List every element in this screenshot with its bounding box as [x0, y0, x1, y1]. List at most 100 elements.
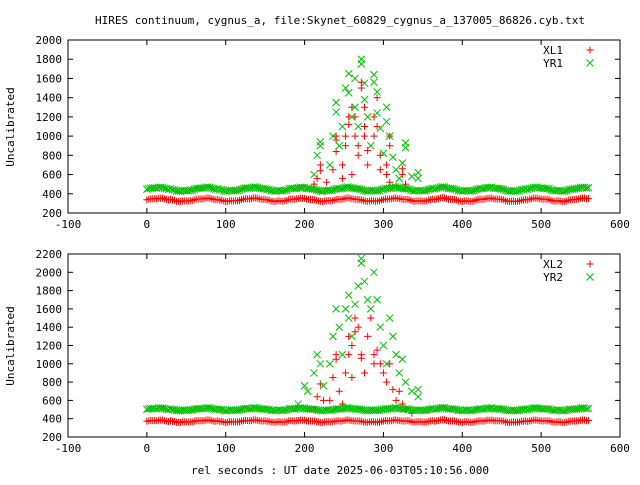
data-point: [341, 305, 350, 313]
data-point: [300, 381, 309, 390]
data-point: [313, 350, 322, 359]
data-point: [328, 186, 337, 195]
data-point: [217, 185, 226, 194]
data-point: [360, 95, 369, 104]
data-point: [360, 277, 369, 286]
x-tick-label: 100: [216, 442, 236, 455]
data-point: [325, 359, 334, 368]
y-tick-label: 1800: [36, 53, 63, 66]
data-point: [367, 314, 375, 322]
data-point: [414, 168, 422, 177]
data-point: [361, 132, 369, 140]
data-point: [341, 84, 350, 92]
y-tick-label: 1400: [36, 92, 63, 105]
data-point: [338, 161, 346, 169]
data-point: [294, 400, 303, 408]
data-point: [332, 98, 340, 107]
x-tick-label: 0: [144, 218, 151, 231]
data-point: [450, 185, 459, 193]
x-tick-label: 300: [373, 218, 393, 231]
data-point: [357, 254, 366, 263]
legend-marker-yr2: [586, 273, 594, 281]
data-point: [313, 393, 321, 401]
data-point: [407, 172, 416, 181]
data-point: [401, 138, 410, 147]
data-point: [373, 346, 381, 354]
y-tick-label: 600: [42, 394, 62, 407]
data-point: [382, 103, 391, 112]
y-tick-label: 1200: [36, 340, 63, 353]
data-point: [342, 132, 350, 140]
legend-marker-xl2: [586, 260, 594, 268]
data-point: [281, 186, 289, 195]
data-point: [345, 121, 353, 129]
y-axis-label: Uncalibrated: [4, 306, 17, 385]
y-tick-label: 800: [42, 376, 62, 389]
data-point: [545, 184, 553, 193]
data-point: [373, 88, 381, 96]
data-point: [297, 184, 306, 192]
data-point: [316, 359, 325, 368]
data-point: [582, 404, 591, 413]
data-point: [344, 291, 353, 300]
y-tick-label: 1600: [36, 303, 63, 316]
data-point: [584, 404, 593, 413]
data-point: [414, 174, 422, 183]
data-point: [379, 149, 388, 158]
y-axis-label: Uncalibrated: [4, 87, 17, 166]
upper-plot-panel: -100 0 100 200 300 400 500 600 200 400 600 800 1000 1…: [4, 34, 630, 231]
x-tick-label: 0: [144, 442, 151, 455]
data-point: [379, 369, 387, 377]
data-point: [338, 350, 347, 359]
data-point: [335, 141, 344, 150]
x-axis-label: rel seconds : UT date 2025-06-03T05:10:5…: [191, 464, 489, 477]
data-point: [360, 79, 369, 88]
y-tick-label: 200: [42, 431, 62, 444]
data-point: [329, 332, 337, 341]
series-yr2: [143, 254, 593, 415]
data-point: [354, 323, 362, 331]
data-point: [313, 151, 322, 160]
data-point: [326, 396, 334, 404]
data-point: [392, 165, 400, 174]
plot-area: [143, 254, 593, 427]
legend-marker-yr1: [586, 59, 594, 67]
series-xl1: [143, 78, 592, 206]
data-point: [370, 70, 378, 79]
data-point: [351, 103, 359, 112]
data-point: [329, 166, 337, 174]
data-point: [310, 180, 318, 188]
data-point: [354, 282, 363, 290]
legend-label-xl2: XL2: [543, 258, 563, 271]
data-point: [392, 396, 400, 404]
data-point: [344, 314, 353, 322]
data-point: [354, 151, 362, 159]
lower-plot-panel: -100 0 100 200 300 400 500 600 200 400 600 800 1000 1…: [4, 248, 630, 455]
data-point: [383, 161, 391, 169]
data-point: [194, 404, 202, 413]
x-tick-label: 600: [610, 442, 630, 455]
legend-label-yr2: YR2: [543, 271, 563, 284]
data-point: [323, 178, 331, 186]
data-point: [376, 151, 384, 159]
data-point: [338, 122, 347, 131]
data-point: [370, 78, 378, 87]
data-point: [310, 369, 318, 377]
y-tick-label: 1400: [36, 321, 63, 334]
data-point: [335, 387, 343, 395]
data-point: [342, 142, 350, 150]
data-point: [499, 185, 508, 194]
data-point: [351, 300, 359, 309]
x-tick-label: 500: [531, 442, 551, 455]
data-point: [376, 323, 385, 332]
data-point: [344, 69, 353, 78]
y-tick-label: 1000: [36, 130, 63, 143]
y-tick-label: 2000: [36, 266, 63, 279]
data-point: [344, 89, 353, 97]
data-point: [370, 268, 378, 277]
data-point: [332, 351, 340, 359]
data-point: [385, 314, 394, 322]
data-point: [348, 113, 356, 121]
data-point: [376, 124, 385, 133]
data-point: [235, 186, 244, 194]
